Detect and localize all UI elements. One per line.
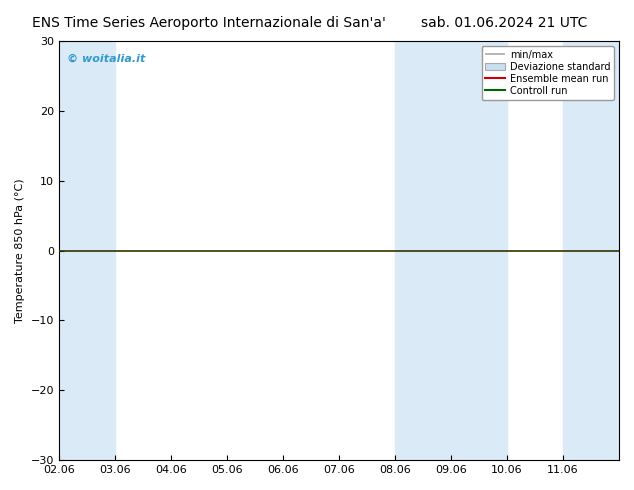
Bar <box>563 41 619 460</box>
Legend: min/max, Deviazione standard, Ensemble mean run, Controll run: min/max, Deviazione standard, Ensemble m… <box>482 46 614 99</box>
Text: sab. 01.06.2024 21 UTC: sab. 01.06.2024 21 UTC <box>421 16 587 30</box>
Bar <box>59 41 115 460</box>
Bar <box>451 41 507 460</box>
Y-axis label: Temperature 850 hPa (°C): Temperature 850 hPa (°C) <box>15 178 25 323</box>
Text: © woitalia.it: © woitalia.it <box>67 53 146 64</box>
Bar <box>395 41 451 460</box>
Text: ENS Time Series Aeroporto Internazionale di San'a': ENS Time Series Aeroporto Internazionale… <box>32 16 386 30</box>
